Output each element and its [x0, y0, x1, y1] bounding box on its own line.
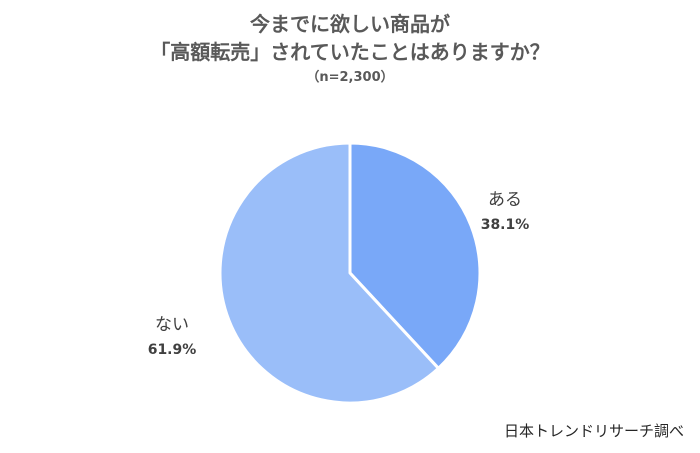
chart-subtitle: （n=2,300）: [306, 70, 394, 85]
slice-label-0: ある: [488, 190, 522, 210]
pie-slice-1: [218, 141, 440, 405]
source-credit: 日本トレンドリサーチ調べ: [503, 422, 684, 440]
slice-value-label-1: 61.9%: [148, 342, 197, 358]
pie-labels: ある 38.1% ない 61.9%: [148, 190, 530, 358]
chart-title-block: 今までに欲しい商品が 「高額転売」されていたことはありますか？ （n=2,300…: [0, 10, 700, 88]
slice-label-1: ない: [155, 315, 189, 335]
pie-slices: [218, 141, 482, 405]
chart-title-line-2: 「高額転売」されていたことはありますか？: [150, 40, 550, 64]
slice-value-label-0: 38.1%: [481, 217, 530, 233]
pie-slice-0: [348, 141, 482, 370]
chart-title-line-1: 今までに欲しい商品が: [250, 12, 450, 36]
